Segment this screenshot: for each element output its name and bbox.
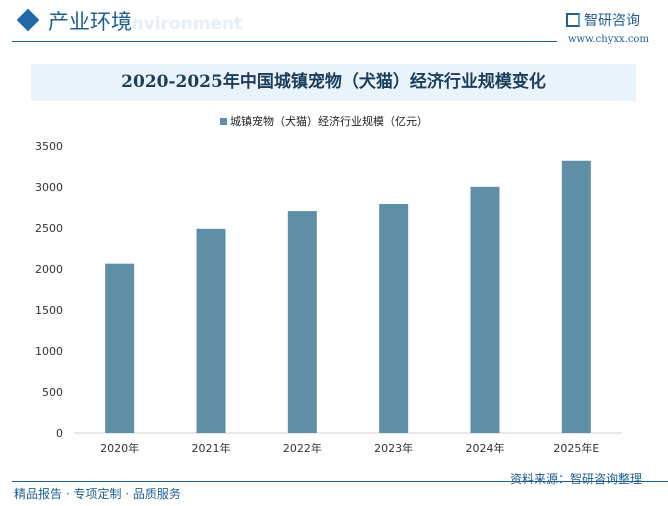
bar-2020年 [105, 263, 135, 433]
bar-2022年 [287, 211, 317, 433]
section-subtitle: environment [120, 14, 243, 34]
bar-2025年E [561, 160, 591, 433]
x-tick-label: 2022年 [283, 441, 322, 455]
brand-url: www.chyxx.com [568, 34, 649, 45]
bar-2023年 [379, 203, 409, 433]
x-tick-label: 2024年 [466, 441, 505, 455]
y-tick-label: 2000 [35, 263, 63, 276]
y-tick-label: 3500 [35, 140, 63, 153]
x-tick-label: 2021年 [192, 441, 231, 455]
y-tick-label: 0 [56, 427, 63, 440]
y-tick-label: 1500 [35, 304, 63, 317]
chart-title: 2020-2025年中国城镇宠物（犬猫）经济行业规模变化 [121, 72, 546, 92]
brand-logo: 智研咨询 [566, 10, 640, 30]
source-note: 资料来源：智研咨询整理 [510, 472, 643, 486]
legend-swatch [220, 118, 227, 125]
legend-label: 城镇宠物（犬猫）经济行业规模（亿元） [230, 115, 428, 128]
y-tick-label: 3000 [35, 181, 63, 194]
y-tick-label: 1000 [35, 345, 63, 358]
y-tick-label: 500 [42, 386, 63, 399]
y-tick-label: 2500 [35, 222, 63, 235]
brand-name: 智研咨询 [584, 13, 640, 29]
legend: 城镇宠物（犬猫）经济行业规模（亿元） [220, 113, 428, 129]
logo-icon [566, 13, 580, 27]
title-background [31, 64, 636, 101]
x-tick-label: 2023年 [374, 441, 413, 455]
bar-2021年 [196, 228, 226, 433]
x-tick-label: 2020年 [100, 441, 139, 455]
footer-slogan: 精品报告 · 专项定制 · 品质服务 [14, 487, 181, 501]
divider [12, 481, 668, 482]
bar-2024年 [470, 186, 500, 433]
section-title: 产业环境 [48, 10, 132, 34]
x-tick-label: 2025年E [553, 441, 599, 455]
divider [12, 41, 557, 42]
